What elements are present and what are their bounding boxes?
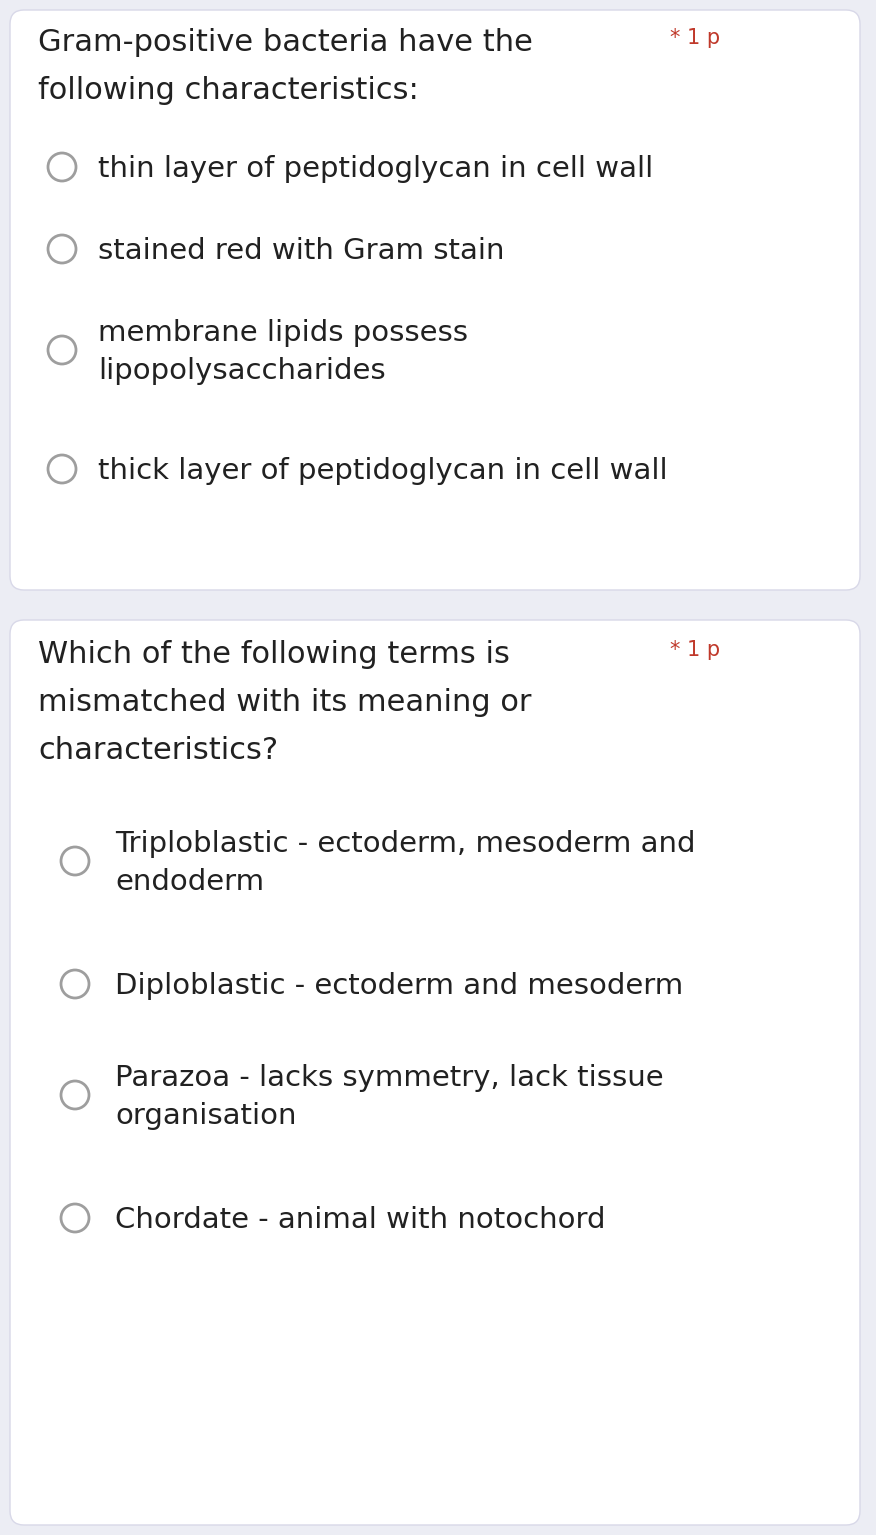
Text: lipopolysaccharides: lipopolysaccharides <box>98 358 385 385</box>
FancyBboxPatch shape <box>10 11 860 589</box>
Text: characteristics?: characteristics? <box>38 735 278 764</box>
Text: * 1 p: * 1 p <box>670 640 720 660</box>
Text: Parazoa - lacks symmetry, lack tissue: Parazoa - lacks symmetry, lack tissue <box>115 1064 664 1091</box>
Text: Triploblastic - ectoderm, mesoderm and: Triploblastic - ectoderm, mesoderm and <box>115 830 696 858</box>
Text: endoderm: endoderm <box>115 867 265 896</box>
Text: mismatched with its meaning or: mismatched with its meaning or <box>38 688 532 717</box>
Text: stained red with Gram stain: stained red with Gram stain <box>98 236 505 266</box>
Text: membrane lipids possess: membrane lipids possess <box>98 319 468 347</box>
Text: following characteristics:: following characteristics: <box>38 77 419 104</box>
Text: Gram-positive bacteria have the: Gram-positive bacteria have the <box>38 28 533 57</box>
Text: organisation: organisation <box>115 1102 296 1130</box>
Text: thick layer of peptidoglycan in cell wall: thick layer of peptidoglycan in cell wal… <box>98 457 668 485</box>
Text: thin layer of peptidoglycan in cell wall: thin layer of peptidoglycan in cell wall <box>98 155 653 183</box>
FancyBboxPatch shape <box>10 620 860 1524</box>
Text: * 1 p: * 1 p <box>670 28 720 48</box>
Text: Diploblastic - ectoderm and mesoderm: Diploblastic - ectoderm and mesoderm <box>115 972 683 999</box>
Text: Which of the following terms is: Which of the following terms is <box>38 640 510 669</box>
Text: Chordate - animal with notochord: Chordate - animal with notochord <box>115 1207 605 1234</box>
